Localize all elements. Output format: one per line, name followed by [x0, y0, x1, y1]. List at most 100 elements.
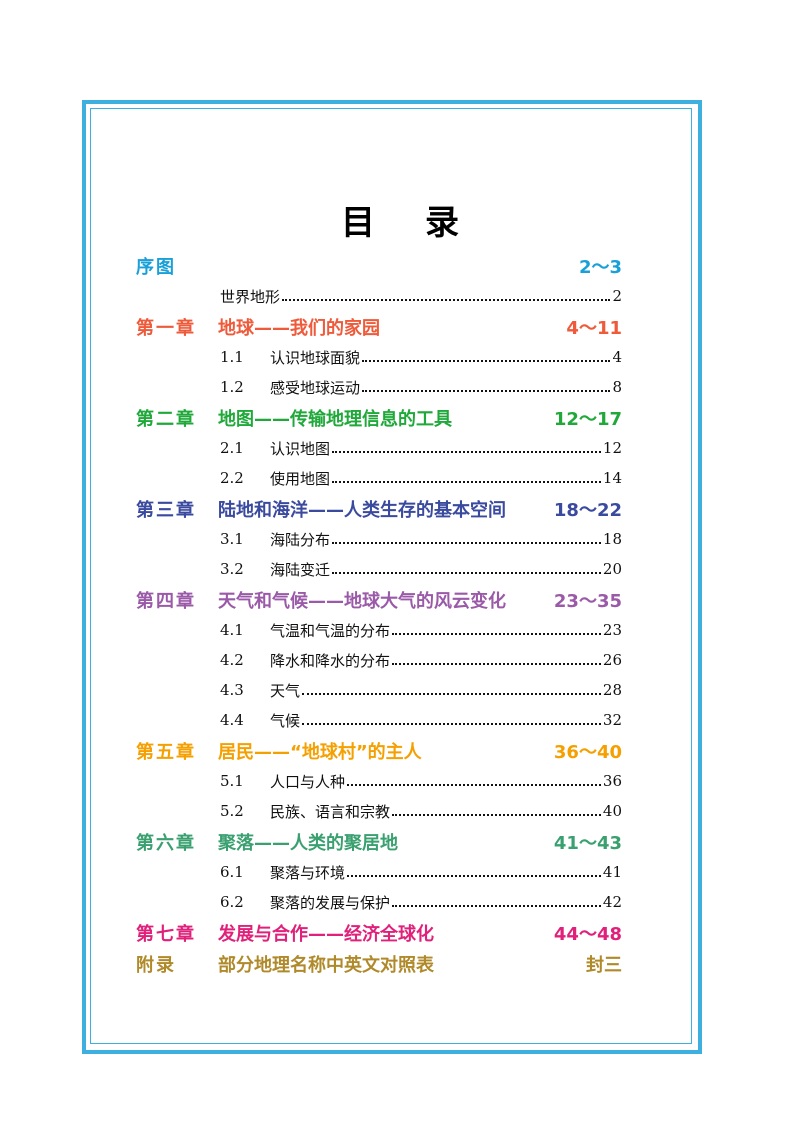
item-page: 40: [602, 802, 622, 820]
item-number: 3.2: [220, 560, 244, 578]
item-number: 4.4: [220, 711, 244, 729]
item-page: 2: [612, 287, 622, 305]
item-number: 6.1: [220, 863, 244, 881]
item-title: 气候: [270, 711, 301, 730]
section-heading: 第六章 聚落——人类的聚居地 41～43: [136, 826, 622, 857]
item-title: 认识地图: [270, 439, 331, 458]
dot-leader: [392, 814, 601, 816]
frame: [82, 100, 702, 1054]
dot-leader: [282, 299, 611, 301]
item-title: 天气: [270, 681, 301, 700]
dot-leader: [332, 481, 601, 483]
section-heading: 第三章 陆地和海洋——人类生存的基本空间 18～22: [136, 493, 622, 524]
item-number: 1.1: [220, 348, 244, 366]
item-title: 海陆分布: [270, 530, 331, 549]
dot-leader: [392, 663, 601, 665]
section-label: 第六章: [136, 832, 196, 854]
toc-item: 1.2 感受地球运动 8: [136, 372, 622, 402]
section-heading: 第四章 天气和气候——地球大气的风云变化 23～35: [136, 584, 622, 615]
toc-item: 5.2 民族、语言和宗教 40: [136, 796, 622, 826]
item-page: 8: [612, 378, 622, 396]
section-pages: 4～11: [566, 317, 622, 339]
toc: 序图 2～3 世界地形 2 第一章 地球——我们的家园 4～11 1.1 认识地球面貌 4 1.2 感…: [136, 250, 622, 979]
item-number: 6.2: [220, 893, 244, 911]
item-page: 4: [612, 348, 622, 366]
item-title: 聚落的发展与保护: [270, 893, 391, 912]
toc-item: 1.1 认识地球面貌 4: [136, 342, 622, 372]
dot-leader: [392, 633, 601, 635]
section-label: 第七章: [136, 923, 196, 945]
section-title: 天气和气候——地球大气的风云变化: [218, 590, 506, 612]
section-title: 陆地和海洋——人类生存的基本空间: [218, 499, 506, 521]
toc-item: 4.3 天气 28: [136, 675, 622, 705]
item-number: 4.1: [220, 621, 244, 639]
item-page: 23: [602, 621, 622, 639]
dot-leader: [332, 572, 601, 574]
section-pages: 44～48: [553, 923, 622, 945]
item-title: 聚落与环境: [270, 863, 346, 882]
item-title: 气温和气温的分布: [270, 621, 391, 640]
section-title: 发展与合作——经济全球化: [218, 923, 434, 945]
section-heading: 第一章 地球——我们的家园 4～11: [136, 311, 622, 342]
item-number: 3.1: [220, 530, 244, 548]
item-title: 民族、语言和宗教: [270, 802, 391, 821]
item-number: 5.2: [220, 802, 244, 820]
item-title: 海陆变迁: [270, 560, 331, 579]
section-heading: 第七章 发展与合作——经济全球化 44～48: [136, 917, 622, 948]
section-pages: 23～35: [553, 590, 622, 612]
section-pages: 18～22: [553, 499, 622, 521]
item-title: 使用地图: [270, 469, 331, 488]
section-label: 第三章: [136, 499, 196, 521]
page-title: 目录: [341, 203, 509, 243]
item-page: 36: [602, 772, 622, 790]
section-label: 第一章: [136, 317, 196, 339]
item-title: 世界地形: [220, 287, 281, 306]
dot-leader: [347, 875, 601, 877]
item-number: 2.2: [220, 469, 244, 487]
toc-item: 5.1 人口与人种 36: [136, 766, 622, 796]
item-page: 32: [602, 711, 622, 729]
section-pages: 41～43: [553, 832, 622, 854]
item-page: 28: [602, 681, 622, 699]
toc-item: 6.1 聚落与环境 41: [136, 857, 622, 887]
item-number: 4.3: [220, 681, 244, 699]
item-page: 20: [602, 560, 622, 578]
section-title: 地球——我们的家园: [218, 317, 380, 339]
item-page: 41: [602, 863, 622, 881]
item-number: 1.2: [220, 378, 244, 396]
toc-item: 4.1 气温和气温的分布 23: [136, 615, 622, 645]
section-label: 第四章: [136, 590, 196, 612]
dot-leader: [392, 905, 601, 907]
section-pages: 36～40: [553, 741, 622, 763]
section-heading: 第二章 地图——传输地理信息的工具 12～17: [136, 402, 622, 433]
item-number: 2.1: [220, 439, 244, 457]
item-title: 感受地球运动: [270, 378, 361, 397]
dot-leader: [362, 390, 611, 392]
toc-item: 3.1 海陆分布 18: [136, 524, 622, 554]
section-pages: 12～17: [553, 408, 622, 430]
toc-item: 2.2 使用地图 14: [136, 463, 622, 493]
item-number: 4.2: [220, 651, 244, 669]
section-heading: 第五章 居民——“地球村”的主人 36～40: [136, 735, 622, 766]
item-page: 26: [602, 651, 622, 669]
section-title: 地图——传输地理信息的工具: [218, 408, 452, 430]
section-title: 聚落——人类的聚居地: [218, 832, 398, 854]
dot-leader: [347, 784, 601, 786]
section-title: 部分地理名称中英文对照表: [218, 954, 434, 976]
toc-item: 世界地形 2: [136, 281, 622, 311]
item-page: 42: [602, 893, 622, 911]
toc-item: 4.4 气候 32: [136, 705, 622, 735]
item-title: 认识地球面貌: [270, 348, 361, 367]
section-heading: 序图 2～3: [136, 250, 622, 281]
section-label: 第二章: [136, 408, 196, 430]
item-number: 5.1: [220, 772, 244, 790]
toc-item: 2.1 认识地图 12: [136, 433, 622, 463]
toc-item: 6.2 聚落的发展与保护 42: [136, 887, 622, 917]
dot-leader: [362, 360, 611, 362]
dot-leader: [302, 723, 601, 725]
section-pages: 2～3: [578, 256, 622, 278]
item-page: 14: [602, 469, 622, 487]
section-label: 附录: [136, 954, 176, 976]
section-title: 居民——“地球村”的主人: [218, 741, 422, 763]
